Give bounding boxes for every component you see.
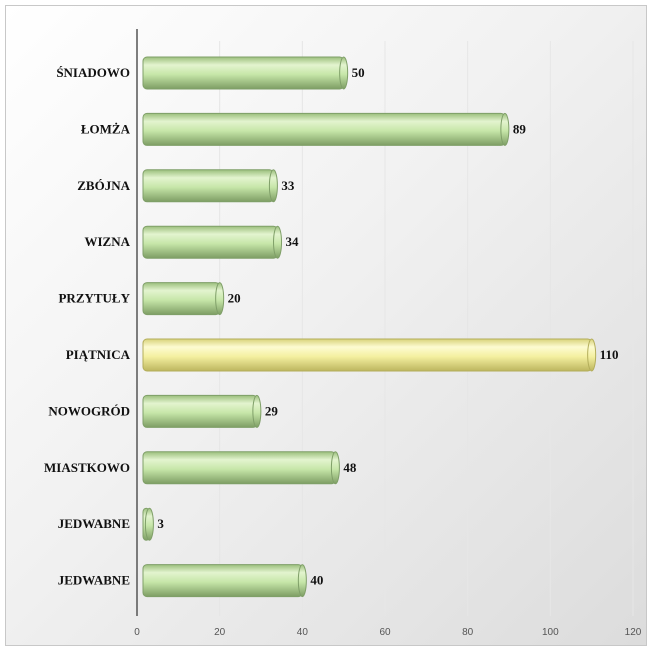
data-label: 50	[352, 65, 365, 80]
data-label: 34	[286, 234, 300, 249]
bar-end-cap	[215, 282, 225, 316]
bar-5	[142, 282, 221, 316]
bar-2	[142, 112, 506, 146]
bar-end-cap	[339, 56, 349, 90]
bar-6	[142, 338, 593, 372]
bar-end-cap	[273, 225, 283, 259]
data-label: 40	[310, 573, 323, 588]
category-label: ZBÓJNA	[77, 178, 130, 193]
data-label: 48	[343, 460, 357, 475]
category-label: NOWOGRÓD	[48, 403, 130, 418]
x-tick-label: 120	[625, 627, 642, 638]
category-label: MIASTKOWO	[44, 460, 130, 475]
bar-4	[142, 225, 279, 259]
bars	[142, 56, 597, 598]
bar-10	[142, 564, 303, 598]
category-label: ŚNIADOWO	[56, 65, 130, 80]
category-label: PIĄTNICA	[66, 347, 131, 362]
bar-end-cap	[330, 451, 340, 485]
x-tick-label: 0	[134, 627, 140, 638]
bar-end-cap	[144, 507, 154, 541]
bar-3	[142, 169, 274, 203]
bar-8	[142, 451, 336, 485]
x-tick-label: 100	[542, 627, 559, 638]
x-tick-label: 80	[462, 627, 474, 638]
data-label: 89	[513, 121, 527, 136]
x-tick-label: 40	[297, 627, 309, 638]
bar-end-cap	[252, 394, 262, 428]
category-label: JEDWABNE	[58, 573, 130, 588]
bar-end-cap	[268, 169, 278, 203]
data-label: 3	[157, 516, 164, 531]
data-label: 110	[600, 347, 619, 362]
bar-end-cap	[297, 564, 307, 598]
category-label: ŁOMŻA	[81, 121, 131, 136]
chart-frame: 0 20 40 60 80 100 120 ŚNIADOWO 50 ŁOMŻA 89 ZBÓJNA 33…	[5, 5, 647, 646]
category-label: PRZYTUŁY	[58, 291, 130, 306]
x-tick-label: 60	[379, 627, 391, 638]
x-tick-label: 20	[214, 627, 226, 638]
bar-1	[142, 56, 345, 90]
bar-end-cap	[587, 338, 597, 372]
category-label: JEDWABNE	[58, 516, 130, 531]
data-label: 33	[281, 178, 295, 193]
bar-7	[142, 394, 258, 428]
data-label: 29	[265, 403, 279, 418]
bar-end-cap	[500, 112, 510, 146]
category-label: WIZNA	[84, 234, 130, 249]
data-label: 20	[228, 291, 241, 306]
